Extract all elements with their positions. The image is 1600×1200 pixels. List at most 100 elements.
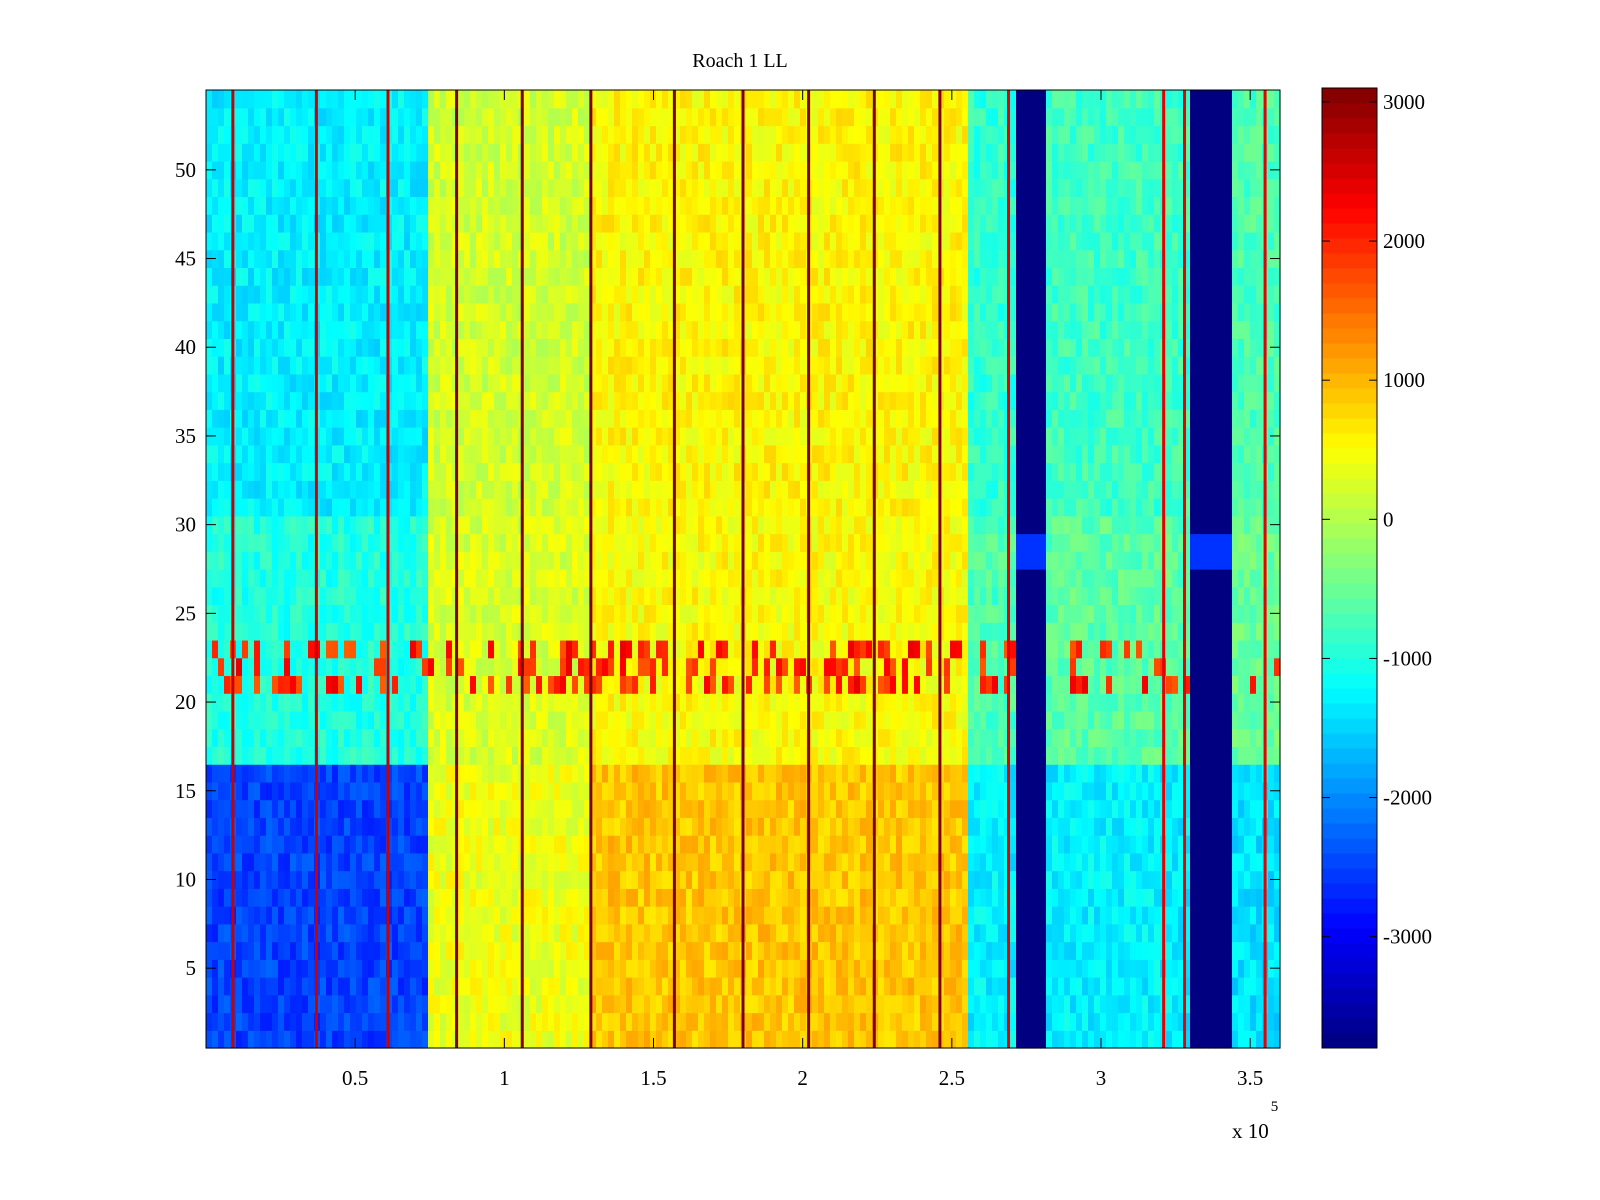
- heatmap-cell: [290, 160, 297, 180]
- heatmap-cell: [722, 515, 729, 535]
- heatmap-cell: [446, 160, 453, 180]
- heatmap-cell: [476, 196, 483, 215]
- heatmap-cell: [728, 923, 735, 943]
- heatmap-cell: [626, 728, 633, 748]
- heatmap-cell: [734, 214, 741, 233]
- heatmap-cell: [626, 746, 633, 765]
- heatmap-cell: [614, 693, 621, 712]
- heatmap-cell: [560, 710, 567, 730]
- heatmap-cell: [710, 285, 717, 304]
- heatmap-cell: [596, 622, 603, 641]
- heatmap-cell: [242, 498, 249, 517]
- heatmap-cell: [524, 941, 531, 960]
- heatmap-cell: [422, 870, 429, 889]
- heatmap-cell: [608, 551, 615, 570]
- heatmap-cell: [686, 125, 693, 144]
- heatmap-cell: [752, 888, 759, 907]
- heatmap-cell: [476, 409, 483, 428]
- heatmap-cell: [470, 302, 477, 322]
- heatmap-cell: [290, 515, 297, 535]
- heatmap-cell: [620, 1012, 627, 1031]
- heatmap-cell: [458, 107, 465, 127]
- heatmap-cell: [716, 994, 723, 1014]
- heatmap-cell: [728, 125, 735, 144]
- heatmap-cell: [440, 107, 447, 127]
- heatmap-cell: [368, 302, 375, 322]
- heatmap-cell: [590, 888, 597, 907]
- heatmap-cell: [380, 799, 387, 818]
- heatmap-cell: [584, 320, 591, 339]
- heatmap-cell: [566, 160, 573, 180]
- heatmap-cell: [284, 799, 291, 818]
- heatmap-cell: [464, 107, 471, 127]
- heatmap-cell: [632, 746, 639, 765]
- heatmap-cell: [662, 480, 669, 499]
- heatmap-cell: [362, 764, 369, 783]
- heatmap-cell: [590, 1012, 597, 1031]
- heatmap-cell: [302, 391, 309, 410]
- heatmap-cell: [668, 107, 675, 127]
- heatmap-cell: [278, 1030, 285, 1049]
- heatmap-cell: [494, 710, 501, 730]
- heatmap-cell: [686, 622, 693, 641]
- heatmap-cell: [638, 498, 645, 517]
- heatmap-cell: [416, 675, 423, 694]
- heatmap-cell: [590, 90, 597, 109]
- heatmap-cell: [536, 498, 543, 517]
- heatmap-cell: [326, 746, 333, 765]
- heatmap-cell: [320, 693, 327, 712]
- heatmap-cell: [350, 569, 357, 588]
- heatmap-cell: [692, 196, 699, 215]
- heatmap-cell: [596, 427, 603, 446]
- heatmap-cell: [482, 746, 489, 765]
- heatmap-cell: [392, 959, 399, 978]
- heatmap-cell: [296, 977, 303, 996]
- heatmap-cell: [326, 622, 333, 641]
- heatmap-cell: [320, 586, 327, 606]
- heatmap-cell: [332, 906, 339, 925]
- heatmap-cell: [326, 551, 333, 570]
- heatmap-cell: [278, 143, 285, 162]
- heatmap-cell: [734, 569, 741, 588]
- heatmap-cell: [530, 391, 537, 410]
- heatmap-cell: [254, 214, 261, 233]
- heatmap-cell: [572, 143, 579, 162]
- heatmap-cell: [476, 781, 483, 801]
- heatmap-cell: [530, 462, 537, 481]
- heatmap-cell: [422, 302, 429, 322]
- heatmap-cell: [644, 178, 651, 198]
- heatmap-cell: [308, 835, 315, 854]
- heatmap-cell: [302, 267, 309, 286]
- heatmap-cell: [632, 515, 639, 535]
- heatmap-cell: [356, 90, 363, 109]
- heatmap-cell: [470, 835, 477, 854]
- heatmap-cell: [398, 338, 405, 357]
- heatmap-cell: [218, 1030, 225, 1049]
- heatmap-cell: [542, 107, 549, 127]
- heatmap-cell: [218, 835, 225, 854]
- heatmap-cell: [752, 409, 759, 428]
- heatmap-cell: [656, 1030, 663, 1049]
- heatmap-cell: [410, 923, 417, 943]
- heatmap-cell: [566, 462, 573, 481]
- heatmap-cell: [296, 515, 303, 535]
- heatmap-cell: [458, 249, 465, 269]
- heatmap-cell: [380, 196, 387, 215]
- heatmap-cell: [272, 214, 279, 233]
- heatmap-cell: [272, 923, 279, 943]
- heatmap-cell: [566, 125, 573, 144]
- heatmap-cell: [590, 923, 597, 943]
- heatmap-cell: [284, 356, 291, 375]
- heatmap-cell: [674, 533, 681, 552]
- heatmap-cell: [554, 338, 561, 357]
- heatmap-cell: [308, 959, 315, 978]
- heatmap-cell: [584, 817, 591, 836]
- heatmap-cell: [644, 923, 651, 943]
- heatmap-cell: [488, 622, 495, 641]
- heatmap-cell: [656, 373, 663, 393]
- heatmap-cell: [470, 444, 477, 464]
- heatmap-cell: [728, 551, 735, 570]
- heatmap-cell: [614, 1030, 621, 1049]
- heatmap-cell: [626, 1030, 633, 1049]
- heatmap-cell: [566, 285, 573, 304]
